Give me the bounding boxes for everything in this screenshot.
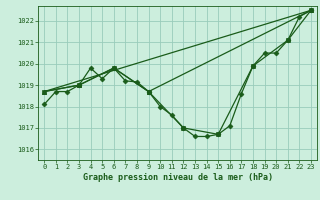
X-axis label: Graphe pression niveau de la mer (hPa): Graphe pression niveau de la mer (hPa)	[83, 173, 273, 182]
